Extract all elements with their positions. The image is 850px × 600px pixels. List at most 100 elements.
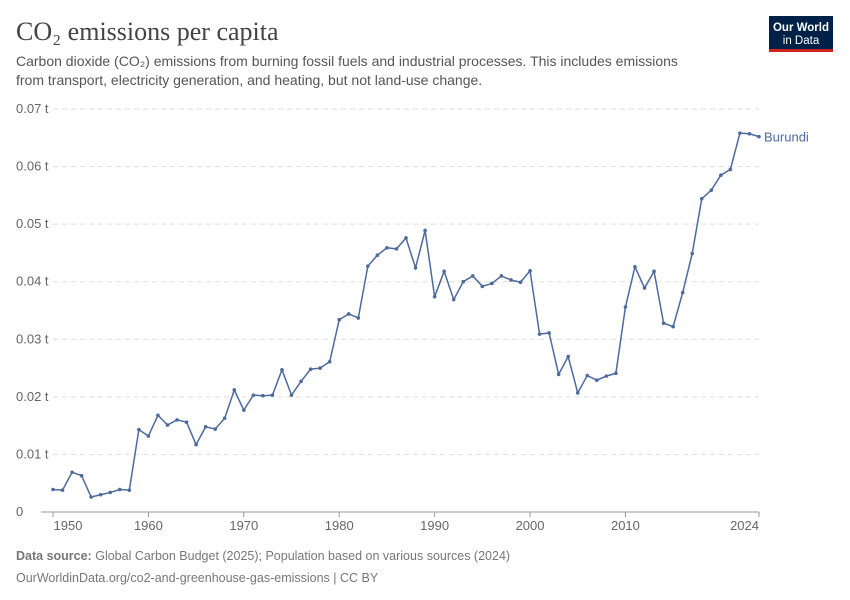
point bbox=[642, 286, 647, 290]
point bbox=[308, 367, 313, 372]
point bbox=[757, 134, 761, 139]
point bbox=[699, 197, 704, 201]
point bbox=[490, 281, 494, 286]
point bbox=[556, 372, 561, 377]
point bbox=[108, 490, 113, 495]
line bbox=[52, 132, 760, 498]
x-tick-label: 1980 bbox=[325, 518, 354, 533]
point bbox=[461, 279, 466, 284]
point bbox=[690, 251, 695, 256]
point bbox=[423, 228, 427, 233]
point bbox=[633, 264, 637, 269]
point bbox=[480, 284, 485, 289]
point bbox=[289, 393, 294, 397]
logo-text: in Data bbox=[783, 35, 820, 47]
logo bbox=[769, 16, 833, 52]
point bbox=[719, 173, 723, 178]
y-tick-label: 0.01 t bbox=[16, 446, 49, 461]
source-label: Data source: bbox=[16, 549, 92, 563]
point bbox=[547, 331, 551, 335]
series-label: Burundi bbox=[764, 130, 809, 145]
point bbox=[509, 278, 513, 282]
point bbox=[499, 274, 504, 278]
point bbox=[327, 359, 332, 364]
point bbox=[385, 245, 389, 250]
point bbox=[213, 427, 217, 431]
point bbox=[470, 274, 475, 278]
point bbox=[98, 492, 103, 497]
point bbox=[232, 388, 237, 392]
point bbox=[566, 354, 570, 359]
x-tick-label: 1970 bbox=[229, 518, 258, 533]
point bbox=[51, 487, 55, 492]
point bbox=[366, 264, 370, 268]
y-tick-label: 0.02 t bbox=[16, 389, 49, 404]
point bbox=[728, 167, 733, 172]
y-tick-label: 0.05 t bbox=[16, 216, 49, 231]
point bbox=[671, 324, 675, 329]
x-tick-label: 1950 bbox=[54, 518, 83, 533]
source: Data source: Global Carbon Budget (2025)… bbox=[16, 549, 510, 563]
point bbox=[299, 379, 303, 384]
point bbox=[337, 317, 342, 322]
point bbox=[652, 269, 656, 274]
point bbox=[604, 374, 609, 378]
y-tick-label: 0.06 t bbox=[16, 159, 49, 174]
x-tick-label: 1990 bbox=[420, 518, 449, 533]
logo-text: Our World bbox=[773, 22, 829, 34]
x-tick-label: 2000 bbox=[516, 518, 545, 533]
point bbox=[413, 266, 418, 270]
point bbox=[79, 473, 84, 478]
point bbox=[222, 416, 227, 420]
point bbox=[432, 294, 437, 299]
point bbox=[60, 488, 65, 492]
point bbox=[451, 297, 456, 302]
point bbox=[614, 371, 618, 376]
point bbox=[70, 470, 74, 475]
y-tick-label: 0.04 t bbox=[16, 274, 49, 289]
point bbox=[518, 280, 523, 285]
point bbox=[747, 131, 752, 136]
point bbox=[156, 413, 160, 418]
point bbox=[146, 434, 151, 438]
point bbox=[595, 378, 599, 382]
point bbox=[404, 236, 408, 240]
point bbox=[280, 367, 284, 372]
point bbox=[623, 305, 628, 309]
point bbox=[175, 418, 179, 422]
point bbox=[89, 495, 93, 499]
point bbox=[537, 332, 542, 336]
logo-bar bbox=[769, 49, 833, 52]
point bbox=[184, 420, 189, 424]
point bbox=[709, 188, 714, 192]
x-tick-label: 1960 bbox=[134, 518, 163, 533]
point bbox=[242, 408, 246, 412]
x-tick-label: 2010 bbox=[611, 518, 640, 533]
footer: OurWorldinData.org/co2-and-greenhouse-ga… bbox=[16, 571, 379, 585]
y-tick-label: 0 bbox=[16, 504, 23, 519]
point bbox=[585, 373, 590, 378]
point bbox=[375, 253, 380, 258]
source-text: Global Carbon Budget (2025); Population … bbox=[95, 549, 510, 563]
point bbox=[356, 316, 361, 320]
point bbox=[127, 488, 132, 492]
chart-title: CO₂ emissions per capita bbox=[16, 17, 279, 46]
point bbox=[137, 427, 141, 432]
point bbox=[680, 290, 685, 295]
point bbox=[575, 391, 580, 395]
point bbox=[346, 312, 351, 316]
subtitle: Carbon dioxide (CO₂) emissions from burn… bbox=[16, 53, 678, 69]
point bbox=[117, 487, 122, 492]
point bbox=[442, 269, 446, 274]
y-tick-label: 0.03 t bbox=[16, 331, 49, 346]
x-tick-label: 2024 bbox=[730, 518, 759, 533]
point bbox=[194, 442, 198, 447]
point bbox=[318, 366, 322, 370]
point bbox=[394, 247, 399, 251]
point bbox=[738, 131, 742, 135]
point bbox=[251, 393, 256, 397]
point bbox=[528, 268, 532, 273]
subtitle: from transport, electricity generation, … bbox=[16, 72, 482, 88]
point bbox=[165, 423, 170, 427]
